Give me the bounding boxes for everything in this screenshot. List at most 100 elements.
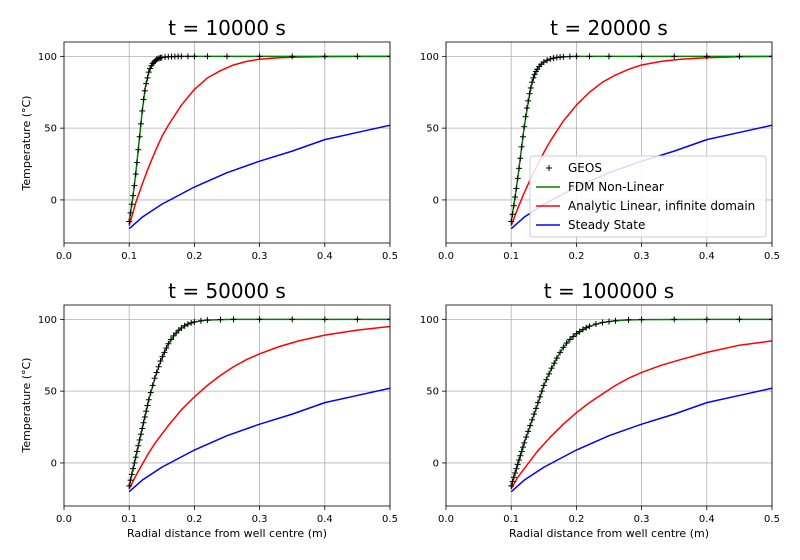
panel-3-xtick-label-2: 0.2	[186, 514, 202, 525]
panel-2-geos-point-9	[519, 133, 526, 140]
panel-4-geos-point-25	[553, 355, 560, 362]
panel-1-title: t = 10000 s	[168, 16, 286, 40]
panel-4-geos-point-27	[560, 344, 567, 351]
panel-2-geos-point-8	[518, 143, 525, 150]
panel-1-geos-point-22	[154, 55, 161, 62]
panel-2-geos-point-17	[530, 74, 537, 81]
panel-1-geos-point-8	[136, 133, 143, 140]
panel-1-geos-point-2	[128, 201, 135, 208]
panel-3-geos-point-24	[163, 345, 170, 352]
panel-3-geos-point-22	[159, 353, 166, 360]
panel-1-xtick-label-4: 0.4	[317, 251, 333, 262]
legend-label-steady-state: Steady State	[568, 218, 645, 232]
panel-4-geos-point-39	[612, 317, 619, 324]
panel-4-geos-point-43	[703, 316, 710, 323]
panel-4-geos-point-23	[548, 365, 555, 372]
panel-3-geos-point-26	[167, 336, 174, 343]
panel-1: t = 10000 s Temperature (°C) 0.0 0.1 0.2 0.…	[20, 16, 398, 262]
panel-4-geos-point-19	[538, 388, 545, 395]
panel-1-geos-point-37	[289, 53, 296, 60]
panel-1-series-layer	[126, 53, 390, 230]
panel-2-xtick-label-0: 0.0	[438, 251, 454, 262]
panel-3-series-steady-state	[128, 387, 390, 493]
panel-2-geos-point-4	[513, 185, 520, 192]
panel-2-ytick-label-2: 100	[420, 52, 439, 63]
legend-label-analytic-linear-infinite-domain: Analytic Linear, infinite domain	[568, 199, 755, 213]
panel-1-geos-point-36	[256, 53, 263, 60]
panel-4-geos-point-36	[592, 320, 599, 327]
panel-3-geos-point-3	[130, 465, 137, 472]
panel-2-frame	[445, 41, 773, 244]
panel-3-geos-point-31	[181, 322, 188, 329]
panel-3-title: t = 50000 s	[168, 279, 286, 303]
legend-box	[529, 155, 767, 238]
panel-3-geos-point-32	[184, 321, 191, 328]
panel-3-series-layer	[126, 316, 390, 493]
panel-4-geos-point-29	[566, 336, 573, 343]
panel-2-geos-point-11	[522, 113, 529, 120]
panel-3-xtick-label-1: 0.1	[121, 514, 137, 525]
panel-4-geos-point-45	[769, 316, 772, 323]
panel-3-geos-point-27	[170, 332, 177, 339]
panel-4-geos-point-0	[508, 482, 515, 489]
panel-4: t = 100000 s Radial distance from well c…	[420, 279, 780, 540]
panel-4-geos-point-30	[570, 333, 577, 340]
panel-4-geos-point-12	[525, 428, 532, 435]
panel-4-geos-point-2	[510, 474, 517, 481]
panel-2-geos-point-36	[703, 53, 710, 60]
panel-4-geos-point-42	[671, 316, 678, 323]
panel-2-geos-point-26	[550, 55, 557, 62]
panel-3-geos-point-1	[127, 477, 134, 484]
panel-4-geos-point-3	[512, 469, 519, 476]
panel-3-geos-point-17	[149, 382, 156, 389]
panel-4-xtick-label-0: 0.0	[438, 514, 454, 525]
panel-2-geos-point-3	[512, 194, 519, 201]
panel-1-geos-point-4	[131, 182, 138, 189]
panel-3-geos-point-8	[136, 436, 143, 443]
panel-3-geos-point-14	[144, 402, 151, 409]
panel-3-geos-point-35	[197, 317, 204, 324]
panel-4-geos-point-16	[532, 405, 539, 412]
panel-3-geos-point-42	[354, 316, 361, 323]
panel-1-geos-point-34	[204, 53, 211, 60]
panel-4-geos-point-20	[540, 382, 547, 389]
panel-3-plot: 0.0 0.1 0.2 0.3 0.4 0.5 0 50 100	[38, 304, 398, 525]
panel-4-series-analytic-linear-infinite-domain	[510, 340, 772, 490]
panel-3-geos-point-12	[141, 413, 148, 420]
panel-4-geos-point-40	[625, 316, 632, 323]
panel-3-geos-point-4	[131, 459, 138, 466]
panel-1-geos-point-33	[191, 53, 198, 60]
panel-2-geos-point-5	[514, 175, 521, 182]
panel-4-xtick-label-1: 0.1	[503, 514, 519, 525]
panel-2-xtick-label-2: 0.2	[568, 251, 584, 262]
panel-4-ytick-label-0: 0	[433, 458, 439, 469]
panel-3-geos-point-19	[153, 369, 160, 376]
panel-1-geos-point-3	[130, 192, 137, 199]
panel-1-geos-point-5	[132, 171, 139, 178]
panel-2-geos-point-12	[523, 105, 530, 112]
panel-3-xtick-label-3: 0.3	[252, 514, 268, 525]
panel-2-xtick-label-4: 0.4	[699, 251, 715, 262]
legend: GEOS FDM Non-Linear Analytic Linear, infin…	[529, 155, 767, 238]
panel-3-geos-point-30	[178, 324, 185, 331]
panel-2-geos-point-38	[769, 53, 772, 60]
panel-4-geos-point-6	[516, 457, 523, 464]
panel-1-geos-point-32	[184, 53, 191, 60]
panel-3-geos-point-23	[161, 349, 168, 356]
panel-1-xtick-label-5: 0.5	[382, 251, 398, 262]
panel-4-xlabel: Radial distance from well centre (m)	[509, 527, 709, 540]
panel-1-ytick-label-0: 0	[51, 195, 57, 206]
panel-4-geos-point-24	[551, 360, 558, 367]
panel-1-geos-point-15	[145, 69, 152, 76]
panel-3-geos-point-36	[204, 317, 211, 324]
panel-1-geos-point-38	[321, 53, 328, 60]
panel-3-geos-point-15	[145, 396, 152, 403]
panel-2-xtick-label-5: 0.5	[764, 251, 780, 262]
panel-2-geos-point-18	[531, 71, 538, 78]
panel-2-geos-point-25	[547, 55, 554, 62]
panel-4-xtick-label-3: 0.3	[634, 514, 650, 525]
panel-3-frame	[63, 304, 391, 507]
panel-4-ytick-label-2: 100	[420, 315, 439, 326]
panel-4-geos-point-8	[518, 448, 525, 455]
panel-3-geos-point-39	[256, 316, 263, 323]
